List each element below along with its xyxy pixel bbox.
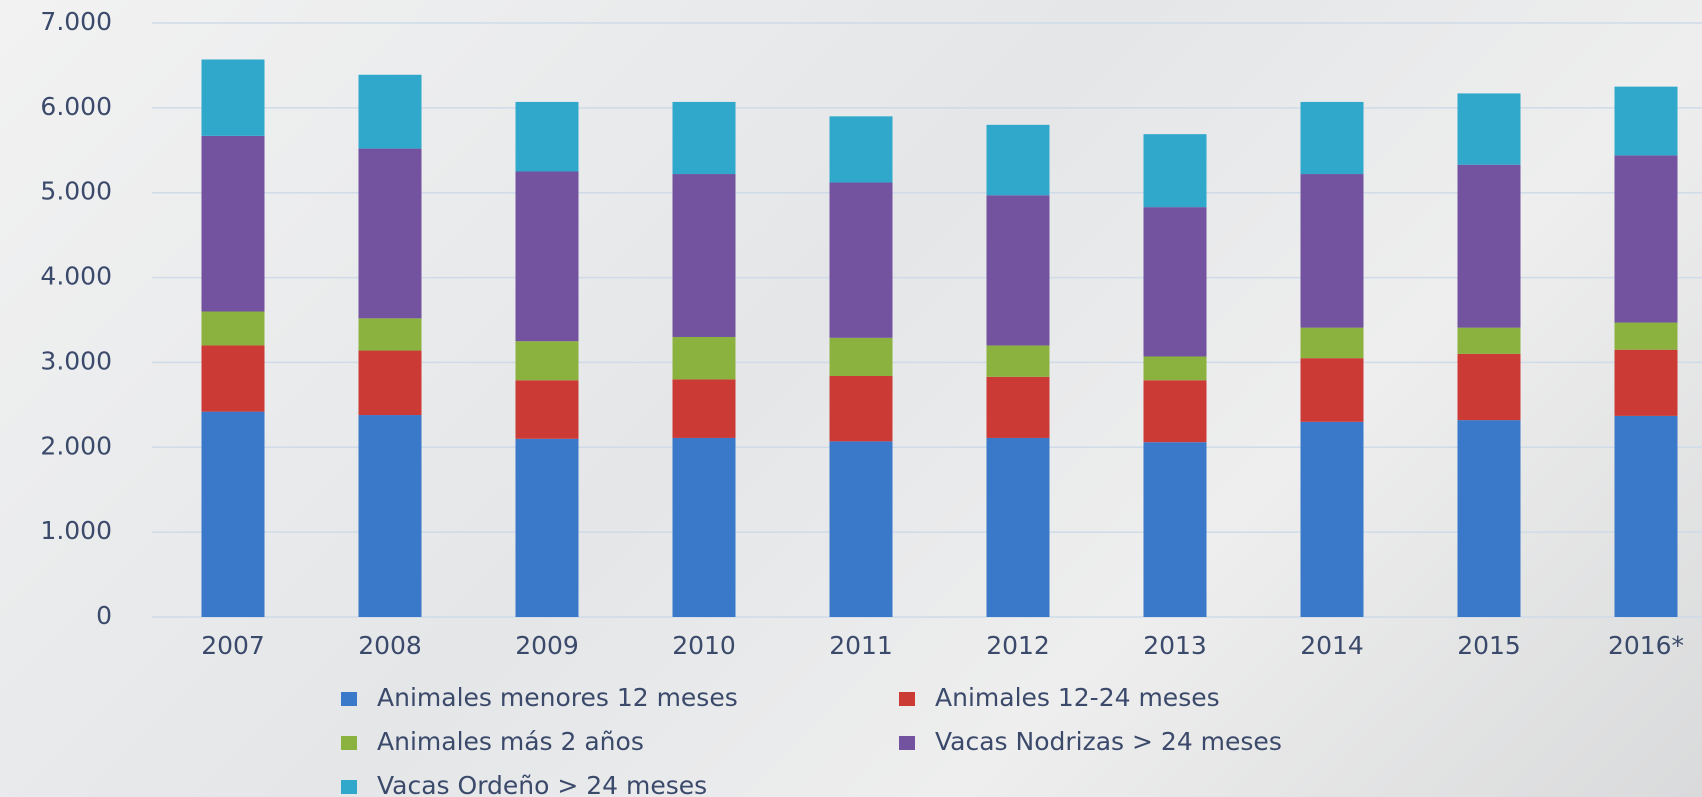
x-tick-label: 2010 [672,631,736,660]
bar-segment [1615,416,1678,617]
y-tick-label: 4.000 [40,262,112,291]
bar-segment [516,380,579,439]
bar-segment [673,379,736,438]
bar-segment [1301,358,1364,422]
x-tick-label: 2016* [1608,631,1684,660]
x-tick-label: 2011 [829,631,893,660]
bar-segment [673,102,736,174]
bar-segment [1144,442,1207,617]
bar-segment [830,441,893,617]
legend-label: Animales más 2 años [377,727,644,756]
bar-segment [673,174,736,337]
y-tick-label: 6.000 [40,92,112,121]
y-tick-label: 5.000 [40,177,112,206]
legend-swatch [899,692,915,706]
bar-segment [673,438,736,617]
bar-segment [359,415,422,617]
bar-segment [987,438,1050,617]
bar-segment [1458,420,1521,617]
bar-segment [987,345,1050,376]
bar-segment [359,75,422,149]
bar-segment [987,195,1050,345]
x-tick-label: 2007 [201,631,265,660]
y-tick-label: 3.000 [40,346,112,375]
bar-segment [202,412,265,617]
bar-segment [202,59,265,135]
bar-segment [673,337,736,379]
legend-swatch [341,692,357,706]
bar-segment [359,149,422,319]
bar-segment [516,172,579,342]
bar-segment [1615,87,1678,156]
bar-segment [516,102,579,172]
bar-segment [202,136,265,312]
bar-segment [1458,165,1521,328]
legend-label: Vacas Nodrizas > 24 meses [935,727,1282,756]
bar-segment [1301,102,1364,174]
bar-segment [359,318,422,350]
bar-segment [1301,422,1364,617]
bar-segment [202,312,265,346]
y-tick-label: 1.000 [40,516,112,545]
bar-segment [1144,207,1207,356]
bar-segment [830,338,893,376]
bar-segment [1458,354,1521,420]
bar-segment [1458,328,1521,354]
bar-segment [830,183,893,338]
bar-segment [359,351,422,415]
bar-segment [830,116,893,182]
x-tick-label: 2015 [1457,631,1521,660]
bar-segment [202,345,265,411]
bar-segment [1615,155,1678,322]
bar-segment [1144,380,1207,442]
x-tick-label: 2008 [358,631,422,660]
legend-swatch [341,736,357,750]
bar-segment [987,125,1050,195]
legend-label: Animales 12-24 meses [935,683,1220,712]
legend-label: Vacas Ordeño > 24 meses [377,771,707,797]
y-tick-label: 0 [96,601,112,630]
bar-segment [516,439,579,617]
y-tick-label: 7.000 [40,7,112,36]
bar-segment [1301,174,1364,328]
bar-segment [1144,356,1207,380]
x-tick-label: 2012 [986,631,1050,660]
x-tick-label: 2014 [1300,631,1364,660]
bar-segment [830,376,893,441]
x-tick-label: 2009 [515,631,579,660]
bar-segment [1458,93,1521,164]
chart: 0 1.000 2.000 3.000 4.000 5.000 6.000 7.000 2007… [0,0,1702,797]
bar-segment [1144,134,1207,207]
legend-label: Animales menores 12 meses [377,683,738,712]
x-tick-label: 2013 [1143,631,1207,660]
y-tick-label: 2.000 [40,431,112,460]
bar-segment [987,377,1050,438]
bar-segment [1615,350,1678,416]
bar-segment [1615,323,1678,350]
legend-swatch [341,780,357,794]
bar-segment [516,341,579,380]
legend-swatch [899,736,915,750]
bar-segment [1301,328,1364,359]
